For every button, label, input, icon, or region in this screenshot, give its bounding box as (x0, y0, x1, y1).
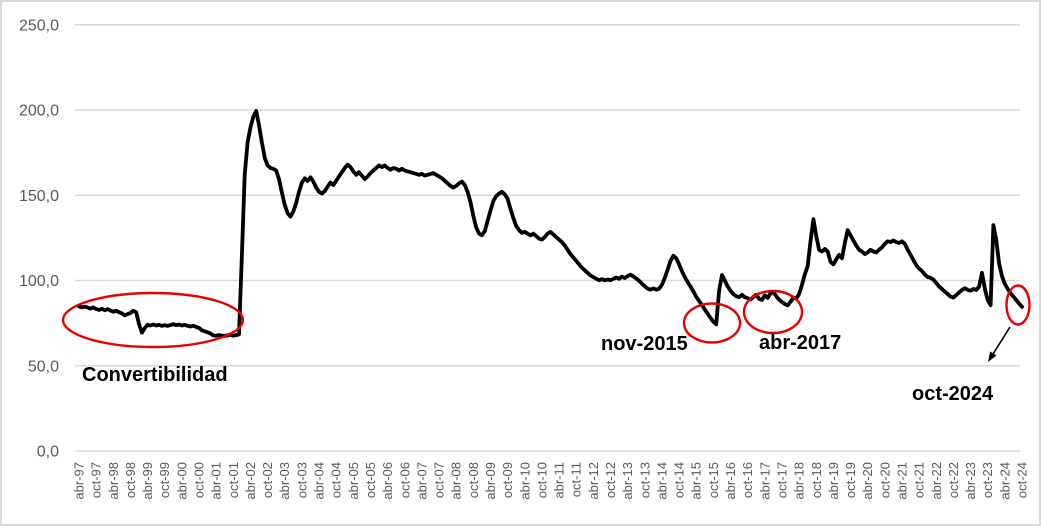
x-axis-tick-label: oct-10 (534, 462, 549, 498)
x-axis-tick-label: abr-00 (174, 462, 189, 500)
x-axis-tick-label: abr-06 (380, 462, 395, 500)
x-axis-tick-label: oct-16 (740, 462, 755, 498)
x-axis-tick-label: oct-98 (123, 462, 138, 498)
x-axis-tick-label: abr-02 (243, 462, 258, 500)
x-axis-tick-label: abr-99 (140, 462, 155, 500)
x-axis-tick-label: oct-08 (466, 462, 481, 498)
annotation-label-convertibilidad: Convertibilidad (82, 364, 228, 386)
x-axis-tick-label: abr-23 (963, 462, 978, 500)
x-axis-tick-label: abr-08 (449, 462, 464, 500)
x-axis-tick-label: oct-00 (192, 462, 207, 498)
x-axis-tick-label: abr-10 (517, 462, 532, 500)
annotation-arrow-oct-2024 (992, 326, 1011, 354)
x-axis-tick-label: abr-11 (552, 462, 567, 499)
x-axis-tick-label: abr-20 (860, 462, 875, 500)
x-axis-tick-label: abr-24 (997, 462, 1012, 500)
x-axis-tick-label: abr-98 (106, 462, 121, 500)
x-axis-tick-label: abr-13 (620, 462, 635, 500)
x-axis-tick-label: abr-19 (826, 462, 841, 500)
annotation-ellipse-nov-2015 (682, 302, 742, 344)
x-axis-tick-label: abr-09 (483, 462, 498, 500)
x-axis-tick-label: abr-97 (72, 462, 87, 500)
x-axis-tick-label: oct-13 (637, 462, 652, 498)
annotation-label-nov-2015: nov-2015 (601, 333, 688, 355)
annotation-label-oct-2024: oct-2024 (912, 383, 994, 405)
x-axis-tick-label: oct-04 (329, 462, 344, 498)
x-axis-tick-label: abr-21 (894, 462, 909, 500)
x-axis-tick-label: oct-19 (843, 462, 858, 498)
x-axis-tick-label: oct-02 (260, 462, 275, 498)
x-axis-tick-label: abr-03 (277, 462, 292, 500)
x-axis-tick-label: abr-07 (414, 462, 429, 500)
x-axis-tick-label: oct-99 (157, 462, 172, 498)
x-axis-tick-label: oct-23 (980, 462, 995, 498)
x-axis-tick-label: oct-11 (569, 462, 584, 497)
annotation-arrowhead-oct-2024 (988, 351, 997, 362)
x-axis-tick-label: abr-15 (689, 462, 704, 500)
x-axis-tick-label: oct-22 (946, 462, 961, 498)
x-axis-tick-label: oct-21 (912, 462, 927, 498)
annotation-ellipse-abr-2017 (742, 289, 804, 335)
y-axis-tick-label: 50,0 (28, 358, 59, 375)
x-axis-tick-label: abr-22 (929, 462, 944, 500)
x-axis-tick-label: abr-16 (723, 462, 738, 500)
x-axis-tick-label: oct-01 (226, 462, 241, 498)
x-axis-tick-label: oct-17 (774, 462, 789, 498)
y-axis-tick-label: 150,0 (19, 188, 59, 205)
x-axis-tick-label: abr-14 (654, 462, 669, 500)
x-axis-tick-label: abr-17 (757, 462, 772, 500)
x-axis-tick-label: abr-18 (792, 462, 807, 500)
y-axis-tick-label: 200,0 (19, 103, 59, 120)
x-axis-tick-label: abr-04 (312, 462, 327, 500)
annotation-ellipse-convertibilidad (61, 291, 245, 349)
y-axis-tick-label: 100,0 (19, 273, 59, 290)
data-series-line (77, 109, 1024, 338)
annotation-label-abr-2017: abr-2017 (759, 332, 841, 354)
x-axis-tick-label: oct-12 (603, 462, 618, 498)
x-axis-tick-label: oct-05 (363, 462, 378, 498)
x-axis-tick-label: oct-06 (397, 462, 412, 498)
x-axis-tick-label: abr-12 (586, 462, 601, 500)
x-axis-tick-label: oct-03 (294, 462, 309, 498)
x-axis-tick-label: oct-20 (877, 462, 892, 498)
x-axis-tick-label: oct-97 (89, 462, 104, 498)
x-axis-tick-label: oct-24 (1015, 462, 1030, 498)
x-axis-tick-label: abr-01 (209, 462, 224, 500)
x-axis-tick-label: oct-15 (706, 462, 721, 498)
x-axis-tick-label: oct-14 (672, 462, 687, 498)
x-axis-tick-label: oct-09 (500, 462, 515, 498)
y-axis-tick-label: 250,0 (19, 17, 59, 34)
y-axis-tick-label: 0,0 (37, 444, 59, 461)
annotation-ellipse-oct-2024 (1005, 284, 1031, 326)
x-axis-tick-label: oct-18 (809, 462, 824, 498)
x-axis-tick-label: oct-07 (432, 462, 447, 498)
x-axis-tick-label: abr-05 (346, 462, 361, 500)
